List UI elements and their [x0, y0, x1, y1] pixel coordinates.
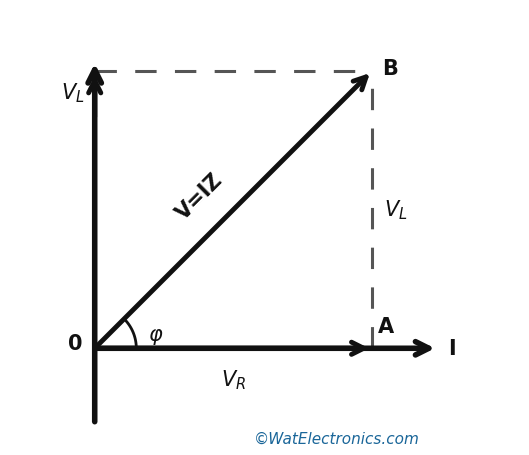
Text: I: I	[448, 339, 456, 359]
Text: B: B	[382, 59, 398, 78]
Text: $V_L$: $V_L$	[61, 81, 84, 105]
Text: V=IZ: V=IZ	[173, 169, 227, 223]
Text: $V_R$: $V_R$	[221, 368, 246, 391]
Text: $V_L$: $V_L$	[385, 198, 408, 222]
Text: 0: 0	[68, 334, 82, 354]
Text: φ: φ	[149, 325, 162, 344]
Text: A: A	[378, 316, 394, 336]
Text: ©WatElectronics.com: ©WatElectronics.com	[254, 431, 420, 446]
